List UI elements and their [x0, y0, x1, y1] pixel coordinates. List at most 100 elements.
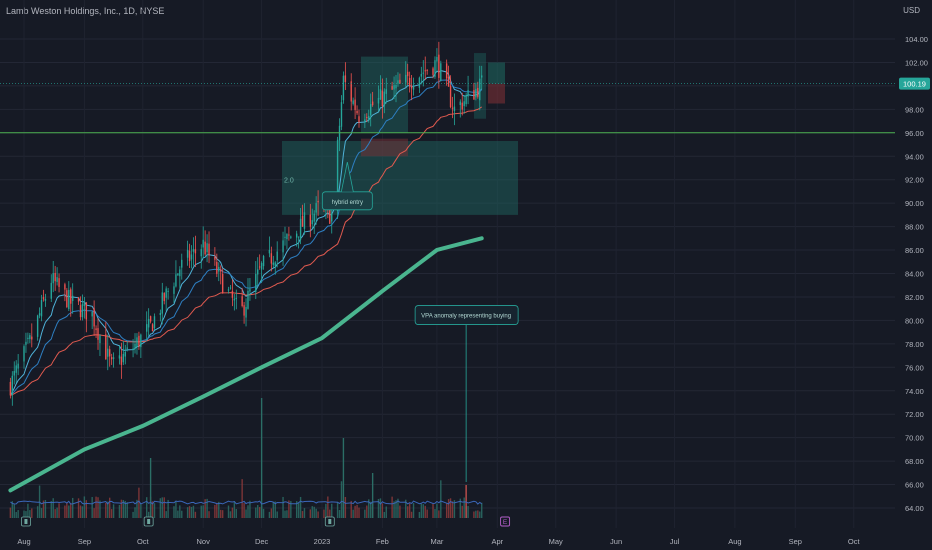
- volume-bar: [36, 506, 39, 518]
- candle: [208, 231, 210, 264]
- candle: [463, 95, 465, 114]
- candle-body: [449, 85, 452, 108]
- x-tick-label: Oct: [137, 537, 150, 546]
- candle: [177, 273, 179, 276]
- candle: [290, 235, 292, 240]
- candle: [268, 236, 271, 258]
- candle-body: [146, 324, 148, 332]
- volume-bar: [29, 510, 31, 518]
- candle: [108, 345, 111, 367]
- candle: [424, 56, 426, 80]
- volume-bar: [227, 505, 230, 518]
- candle: [163, 292, 165, 305]
- y-tick-label: 92.00: [905, 176, 924, 185]
- volume-bar: [459, 498, 461, 518]
- volume-bar: [81, 506, 84, 518]
- earnings-marker-label: E: [503, 519, 508, 526]
- volume-bar: [284, 510, 286, 518]
- volume-bar: [159, 498, 162, 518]
- volume-bar: [95, 496, 97, 518]
- candle-body: [108, 349, 111, 357]
- candle-body: [186, 250, 189, 258]
- volume-bar: [475, 510, 477, 518]
- volume-bar: [175, 500, 177, 518]
- volume-bar: [352, 509, 354, 518]
- candle-body: [118, 355, 121, 359]
- x-tick-label: Sep: [78, 537, 91, 546]
- candle: [445, 59, 448, 86]
- candle-body: [436, 56, 438, 62]
- candle-body: [227, 289, 230, 291]
- chart-title: Lamb Weston Holdings, Inc., 1D, NYSE: [6, 6, 165, 16]
- volume-bar: [453, 500, 456, 518]
- volume-bar: [369, 501, 372, 518]
- candle-body: [329, 208, 331, 224]
- candle-body: [38, 313, 41, 316]
- candle-body: [175, 274, 177, 287]
- volume-bar: [358, 507, 360, 518]
- candle: [206, 234, 208, 263]
- x-tick-label: May: [549, 537, 563, 546]
- dividend-marker: [21, 516, 31, 527]
- callout-pointer: [340, 162, 354, 192]
- volume-bar: [364, 509, 366, 518]
- volume-bar: [165, 511, 167, 518]
- volume-bar: [112, 504, 115, 518]
- candle-body: [395, 84, 397, 89]
- callout-text: hybrid entry: [332, 200, 363, 206]
- volume-bar: [97, 497, 99, 518]
- candle-body: [29, 335, 31, 339]
- candle-body: [475, 88, 477, 98]
- volume-bar: [50, 501, 52, 518]
- candle-body: [272, 262, 275, 265]
- candle-body: [66, 290, 68, 308]
- candle-body: [438, 54, 440, 78]
- volume-bar: [93, 508, 95, 518]
- candle-body: [397, 80, 399, 84]
- candle-body: [247, 290, 249, 309]
- candle: [81, 294, 84, 321]
- moving-averages: [8, 70, 484, 493]
- candle: [218, 262, 220, 282]
- candle-body: [218, 267, 220, 272]
- candle: [397, 72, 399, 87]
- candle: [243, 302, 245, 324]
- volume-bar: [405, 499, 407, 518]
- volume-bar: [295, 501, 298, 518]
- candle: [200, 244, 202, 269]
- candle-body: [68, 289, 70, 310]
- candle-body: [243, 305, 245, 316]
- candle: [190, 245, 193, 269]
- volume-bar: [461, 505, 463, 518]
- volume-bar: [274, 501, 276, 518]
- candle: [247, 278, 249, 310]
- volume-bar: [179, 505, 181, 518]
- y-tick-label: 88.00: [905, 223, 924, 232]
- stop-box: [361, 138, 408, 157]
- candle-body: [153, 316, 156, 329]
- volume-bar: [463, 497, 465, 518]
- candle-body: [383, 91, 386, 106]
- volume-bar: [245, 509, 247, 518]
- candle-body: [270, 253, 273, 264]
- volume-bar: [426, 509, 428, 518]
- candle-body: [27, 337, 29, 339]
- x-tick-label: 2023: [314, 537, 331, 546]
- candle: [297, 236, 300, 249]
- candle: [449, 75, 452, 109]
- candle: [231, 279, 234, 307]
- candle-body: [202, 239, 204, 248]
- candle-body: [147, 318, 150, 328]
- volume-bar: [385, 506, 387, 518]
- candle: [436, 48, 438, 73]
- candle: [481, 65, 483, 90]
- candle: [85, 302, 88, 333]
- volume-bar: [138, 487, 140, 518]
- y-tick-label: 74.00: [905, 387, 924, 396]
- volume-bar: [338, 509, 341, 518]
- candle-body: [406, 71, 409, 77]
- volume-bar: [27, 503, 29, 518]
- candle: [317, 190, 319, 216]
- volume-bar: [356, 504, 358, 518]
